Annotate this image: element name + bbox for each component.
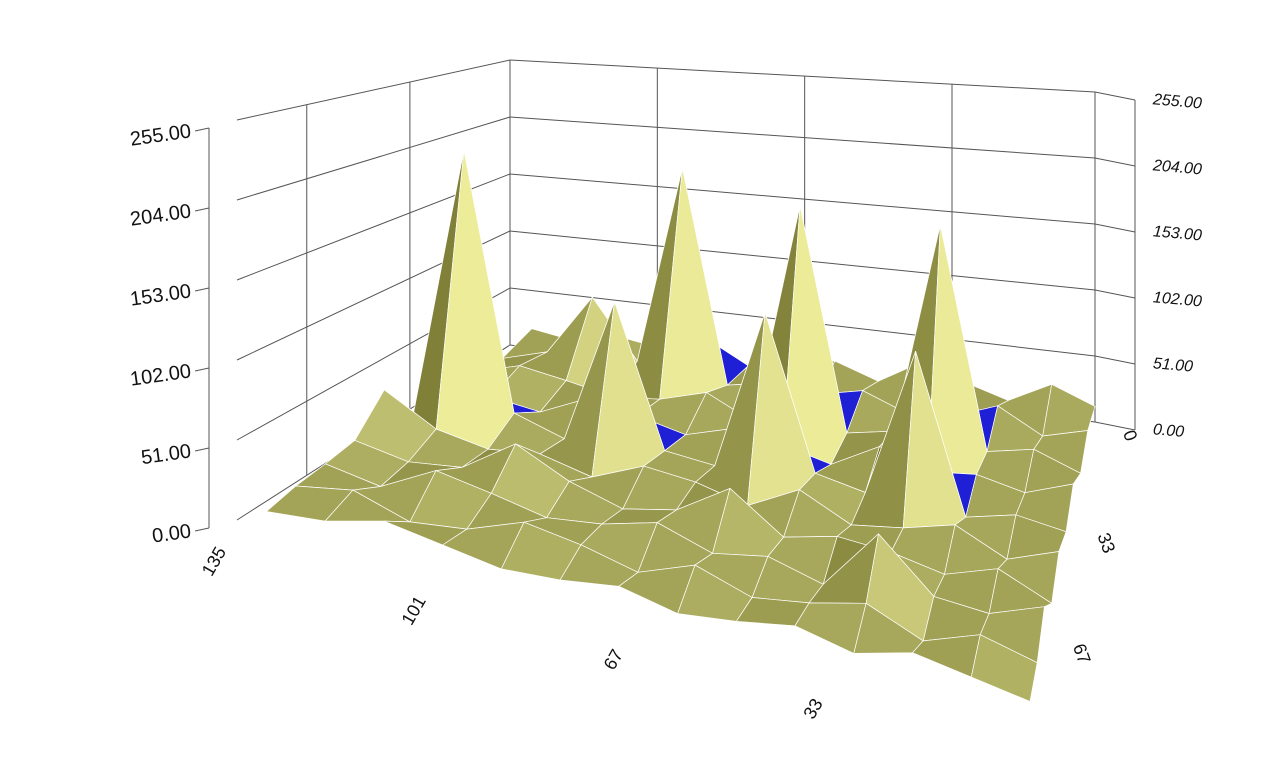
x-tick [225,520,237,542]
z-tick-label: 0.00 [151,520,193,547]
surface-cell [1042,383,1096,437]
z-tick-label: 102.00 [129,360,193,390]
y-tick [1071,529,1093,535]
z-tick-label: 153.00 [1152,223,1202,244]
z-tick [194,127,210,132]
z-tick-label: 153.00 [129,280,193,310]
x-tick-label: 135 [198,543,230,579]
z-tick [194,287,210,292]
z-tick [1094,421,1136,431]
z-tick [194,367,210,372]
grid-line [236,59,511,121]
x-tick [624,618,636,640]
grid-line [509,59,1096,93]
z-tick [1094,157,1136,167]
y-tick [1047,640,1069,646]
z-tick-label: 204.00 [129,200,193,230]
z-tick-label: 51.00 [140,440,193,469]
grid-line [509,116,1096,159]
z-tick [1094,289,1136,299]
surface [266,149,1096,702]
z-tick [1094,223,1136,233]
z-tick-label: 51.00 [1152,355,1193,375]
surface-cell [912,634,981,678]
x-tick-label: 67 [600,646,627,673]
x-tick [425,569,437,591]
x-tick-label: 33 [799,695,826,722]
y-tick-label: 0 [1119,427,1141,443]
surface-cell [970,634,1038,702]
z-tick-label: 255.00 [1151,91,1202,112]
z-tick-label: 204.00 [1151,157,1202,178]
z-tick-label: 102.00 [1152,289,1202,310]
z-tick [194,447,210,452]
z-tick [1094,355,1136,365]
z-tick-label: 255.00 [129,120,193,150]
x-tick-label: 101 [397,592,429,628]
grid-line [509,173,1096,225]
y-tick-label: 67 [1069,641,1095,667]
grid-line [236,116,511,201]
y-tick-label: 33 [1094,530,1120,556]
z-tick [1094,91,1136,101]
z-tick [194,207,210,212]
z-tick [194,527,210,532]
x-tick [824,667,836,689]
z-tick-label: 0.00 [1152,421,1185,441]
